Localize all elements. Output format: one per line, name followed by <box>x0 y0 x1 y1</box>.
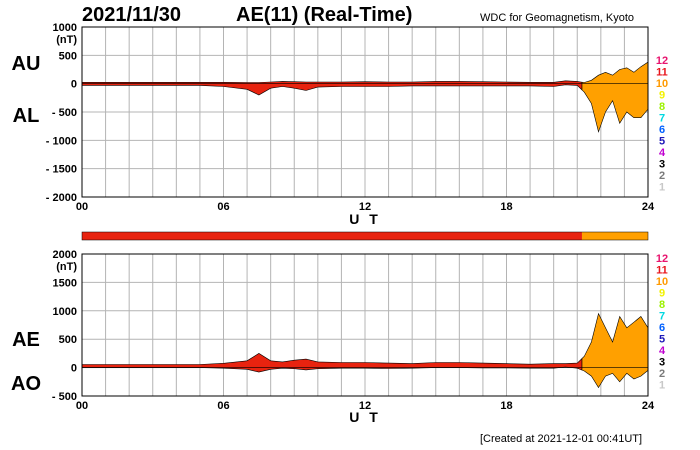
data-source: WDC for Geomagnetism, Kyoto <box>480 12 635 24</box>
level-legend-label: 3 <box>659 159 665 171</box>
plot-date: 2021/11/30 <box>82 4 181 26</box>
level-legend-label: 12 <box>656 253 668 265</box>
level-legend-label: 4 <box>659 345 666 357</box>
level-legend-label: 2 <box>659 368 665 380</box>
series-label-upper: AE <box>12 329 40 351</box>
level-legend-label: 3 <box>659 357 665 369</box>
area-active-period <box>581 61 649 133</box>
x-tick-label: 00 <box>76 400 88 412</box>
x-tick-label: 06 <box>217 400 229 412</box>
plot-title: AE(11) (Real-Time) <box>236 4 413 26</box>
level-legend-label: 8 <box>659 101 665 113</box>
level-legend-label: 4 <box>659 147 666 159</box>
level-legend-label: 2 <box>659 170 665 182</box>
y-tick-label: 1000 <box>53 306 77 318</box>
y-tick-label: 1500 <box>53 277 77 289</box>
level-legend-label: 5 <box>659 334 665 346</box>
x-tick-label: 24 <box>642 400 655 412</box>
activity-strip-frame <box>81 231 649 241</box>
y-tick-label: 2000 <box>53 249 77 261</box>
level-legend-label: 1 <box>659 380 665 392</box>
y-tick-label: - 1000 <box>46 135 77 147</box>
level-legend-label: 8 <box>659 299 665 311</box>
level-legend-label: 11 <box>656 67 668 79</box>
y-tick-label: - 1500 <box>46 164 77 176</box>
y-axis-unit: (nT) <box>56 261 77 273</box>
activity-strip-active <box>581 232 648 240</box>
plot-frame <box>81 253 649 397</box>
level-legend-label: 9 <box>659 288 665 300</box>
level-legend-label: 6 <box>659 124 665 136</box>
y-tick-label: - 2000 <box>46 192 77 204</box>
x-axis-label: U T <box>349 409 381 425</box>
x-tick-label: 18 <box>500 400 512 412</box>
y-tick-label: 1000 <box>53 22 77 34</box>
x-tick-label: 24 <box>642 201 655 213</box>
y-tick-label: 0 <box>71 363 77 375</box>
x-tick-label: 12 <box>359 400 371 412</box>
y-tick-label: 0 <box>71 79 77 91</box>
plot-frame <box>81 26 649 198</box>
y-axis-unit: (nT) <box>56 34 77 46</box>
level-legend-label: 7 <box>659 311 665 323</box>
level-legend-label: 6 <box>659 322 665 334</box>
x-tick-label: 00 <box>76 201 88 213</box>
area-active-period <box>581 312 649 389</box>
series-label-upper: AU <box>12 53 41 75</box>
level-legend-label: 7 <box>659 113 665 125</box>
level-legend-label: 1 <box>659 182 665 194</box>
level-legend-label: 10 <box>656 78 668 90</box>
level-legend-label: 10 <box>656 276 668 288</box>
level-legend-label: 12 <box>656 55 668 67</box>
series-label-lower: AO <box>11 373 41 395</box>
y-tick-label: - 500 <box>52 391 77 403</box>
created-timestamp: [Created at 2021-12-01 00:41UT] <box>480 433 643 445</box>
level-legend-label: 9 <box>659 90 665 102</box>
y-tick-label: 500 <box>59 334 77 346</box>
y-tick-label: - 500 <box>52 107 77 119</box>
x-tick-label: 06 <box>217 201 229 213</box>
y-tick-label: 500 <box>59 50 77 62</box>
series-label-lower: AL <box>13 105 40 127</box>
activity-strip-quiet <box>82 232 582 240</box>
x-tick-label: 12 <box>359 201 371 213</box>
level-legend-label: 5 <box>659 136 665 148</box>
x-tick-label: 18 <box>500 201 512 213</box>
x-axis-label: U T <box>349 211 381 227</box>
level-legend-label: 11 <box>656 265 668 277</box>
